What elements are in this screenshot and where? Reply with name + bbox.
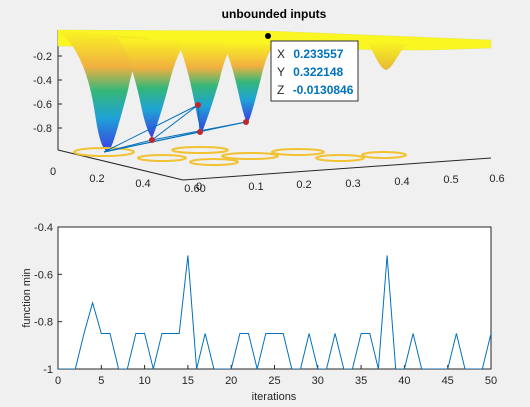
datatip-z-label: Z xyxy=(277,83,284,97)
y-tick-label: 0.5 xyxy=(443,174,458,186)
minima-markers xyxy=(149,102,249,143)
y-tick-label: -0.6 xyxy=(34,269,53,281)
z-axis-ticks: -0.2 -0.4 -0.6 -0.8 xyxy=(33,51,62,135)
minimum-marker xyxy=(243,119,249,125)
contour-4 xyxy=(271,148,325,156)
x-tick-label: 45 xyxy=(442,375,454,387)
contour-3 xyxy=(221,152,279,160)
z-tick-label: -0.6 xyxy=(33,99,52,111)
y-axis-label: function min xyxy=(21,268,33,327)
datatip-z-value: -0.0130846 xyxy=(293,83,354,97)
y-tick-label: -0.8 xyxy=(34,317,53,329)
x-tick-label: 10 xyxy=(138,375,150,387)
datatip-box[interactable] xyxy=(270,40,359,102)
x-tick-label: 0.60 xyxy=(184,183,205,195)
surface-well-3 xyxy=(176,40,236,132)
surface-well-2 xyxy=(118,38,190,138)
y-axis-line xyxy=(182,157,492,181)
y-tick-label: 0.4 xyxy=(394,176,409,188)
contour-2 xyxy=(171,146,229,154)
y-tick-label: 0.1 xyxy=(248,181,263,193)
x-tick-label: 25 xyxy=(268,375,280,387)
x-tick-label: 0 xyxy=(50,166,56,178)
x-tick-label: 0.4 xyxy=(135,178,150,190)
path-line xyxy=(151,104,199,141)
datatip-x-value: 0.233557 xyxy=(293,47,343,61)
function-min-chart: 0 5 10 15 20 25 30 35 40 45 50 -0.4 -0.6 -0.8 -1 itera… xyxy=(21,222,497,403)
datatip-x-row: X 0.233557 xyxy=(277,47,344,61)
search-paths xyxy=(103,104,247,153)
datatip-y-value: 0.322148 xyxy=(293,65,343,79)
y-tick-label: 0.2 xyxy=(296,179,311,191)
bottom-axis-ticks: 0 5 10 15 20 25 30 35 40 45 50 -0.4 -0.6 -0.8 -1 xyxy=(34,222,497,387)
y-axis-ticks: 0 0.1 0.2 0.3 0.4 0.5 0.6 xyxy=(196,173,505,193)
y-tick-label: -1 xyxy=(43,364,53,376)
datatip-y-label: Y xyxy=(277,65,285,79)
y-tick-label: 0 xyxy=(196,181,202,193)
y-tick-label: 0.3 xyxy=(345,178,360,190)
contour-5 xyxy=(315,154,365,162)
z-tick-label: -0.4 xyxy=(33,75,52,87)
minimum-marker xyxy=(195,102,201,108)
x-tick-label: 5 xyxy=(98,375,104,387)
datatip-anchor-point[interactable] xyxy=(265,33,271,39)
path-line xyxy=(103,104,199,153)
floor-contours xyxy=(73,146,407,166)
datatip-z-row: Z -0.0130846 xyxy=(277,83,354,97)
x-axis-label: iterations xyxy=(252,391,297,403)
minimum-marker xyxy=(197,129,203,135)
contour-6 xyxy=(361,151,407,159)
y-tick-label: -0.4 xyxy=(34,222,53,234)
contour-1 xyxy=(73,147,135,157)
x-tick-label: 30 xyxy=(312,375,324,387)
surface-shallow-well xyxy=(366,42,408,70)
z-tick-label: -0.2 xyxy=(33,51,52,63)
x-tick-label: 35 xyxy=(355,375,367,387)
surface-plot: unbounded inputs xyxy=(33,7,505,195)
top-chart-title: unbounded inputs xyxy=(222,7,327,21)
path-line xyxy=(197,104,201,133)
x-tick-label: 40 xyxy=(398,375,410,387)
x-tick-label: 0.2 xyxy=(89,173,104,185)
x-tick-label: 50 xyxy=(485,375,497,387)
contour-7 xyxy=(137,154,187,162)
surface-well-4 xyxy=(222,42,276,122)
x-tick-label: 15 xyxy=(182,375,194,387)
datatip[interactable]: X 0.233557 Y 0.322148 Z -0.0130846 xyxy=(265,33,359,102)
datatip-x-label: X xyxy=(277,47,285,61)
x-tick-label: 0 xyxy=(55,375,61,387)
surface-well-1 xyxy=(58,30,150,152)
z-tick-label: -0.8 xyxy=(33,123,52,135)
datatip-y-row: Y 0.322148 xyxy=(277,65,344,79)
contour-8 xyxy=(189,158,239,166)
y-tick-label: 0.6 xyxy=(489,173,504,185)
x-tick-label: 20 xyxy=(225,375,237,387)
x-axis-ticks: 0 0.2 0.4 0.60 xyxy=(50,166,206,195)
function-min-series-line xyxy=(58,255,491,369)
minimum-marker xyxy=(149,137,155,143)
plot-area xyxy=(57,226,492,370)
